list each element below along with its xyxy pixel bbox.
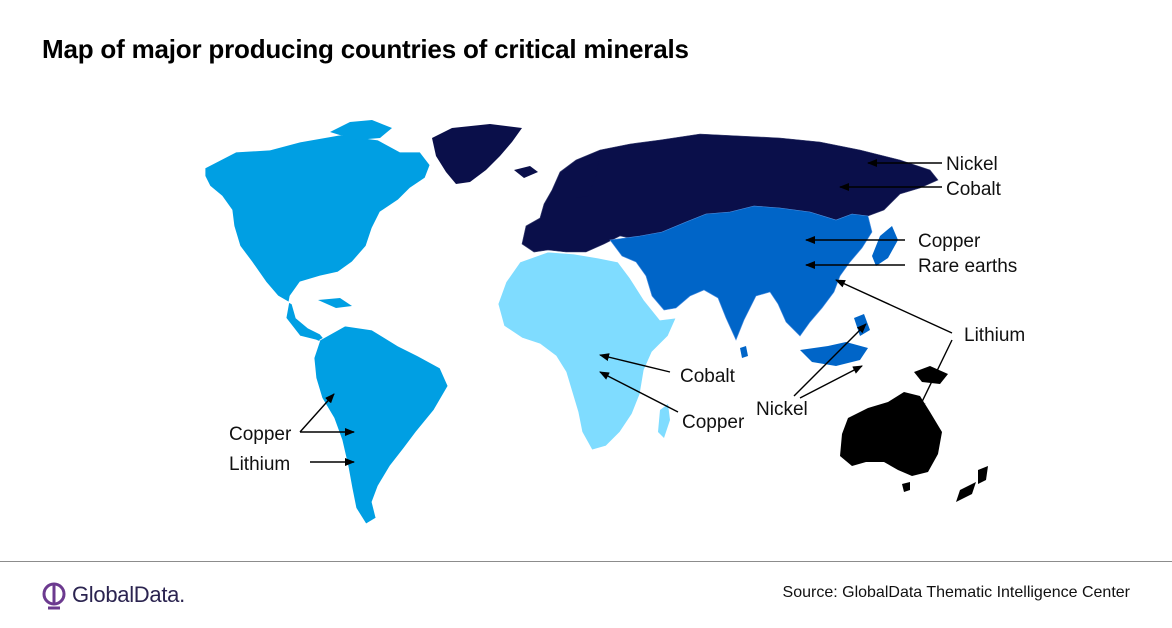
region-north-america	[204, 134, 431, 347]
label-russia-cobalt: Cobalt	[946, 179, 1002, 200]
region-australia	[840, 392, 942, 476]
region-indonesia	[800, 342, 868, 366]
region-madagascar	[658, 404, 670, 438]
label-china-rare-earths: Rare earths	[918, 256, 1017, 277]
label-sa-lithium: Lithium	[229, 454, 290, 475]
region-new-zealand	[978, 466, 988, 484]
region-tasmania	[902, 482, 910, 492]
label-indonesia-nickel: Nickel	[756, 399, 808, 420]
source-note: Source: GlobalData Thematic Intelligence…	[782, 584, 1130, 601]
label-russia-nickel: Nickel	[946, 154, 998, 175]
label-africa-copper: Copper	[682, 412, 745, 433]
region-africa	[497, 251, 677, 451]
region-iceland	[514, 166, 538, 178]
label-australia-lithium: Lithium	[964, 325, 1025, 346]
label-china-copper: Copper	[918, 231, 981, 252]
globaldata-logo-icon	[42, 582, 66, 610]
arrow-africa-copper	[599, 371, 679, 413]
region-south-america	[313, 325, 449, 525]
region-new-zealand-south	[956, 482, 976, 502]
arrow-africa-cobalt	[599, 353, 671, 373]
arrow-indonesia-nickel-2	[799, 365, 863, 399]
region-scandinavia	[566, 154, 600, 198]
region-arctic-islands	[330, 120, 392, 140]
region-russia-europe	[521, 133, 939, 253]
footer-divider	[0, 561, 1172, 562]
arrow-lithium-australia	[917, 339, 953, 411]
logo-text: GlobalData.	[72, 582, 185, 607]
region-sri-lanka	[740, 346, 748, 358]
world-map: Nickel Cobalt Copper Rare earths Lithium…	[204, 120, 1025, 525]
arrow-lithium-china	[835, 279, 953, 334]
region-greenland	[432, 124, 522, 184]
arrow-sa-copper-1	[299, 393, 335, 433]
label-africa-cobalt: Cobalt	[680, 366, 736, 387]
region-caribbean	[318, 298, 352, 308]
region-png	[914, 366, 948, 384]
region-japan	[872, 226, 898, 266]
globaldata-logo: GlobalData.	[40, 578, 185, 612]
arrow-indonesia-nickel-1	[793, 323, 867, 397]
page-title: Map of major producing countries of crit…	[42, 34, 689, 64]
label-sa-copper: Copper	[229, 424, 292, 445]
